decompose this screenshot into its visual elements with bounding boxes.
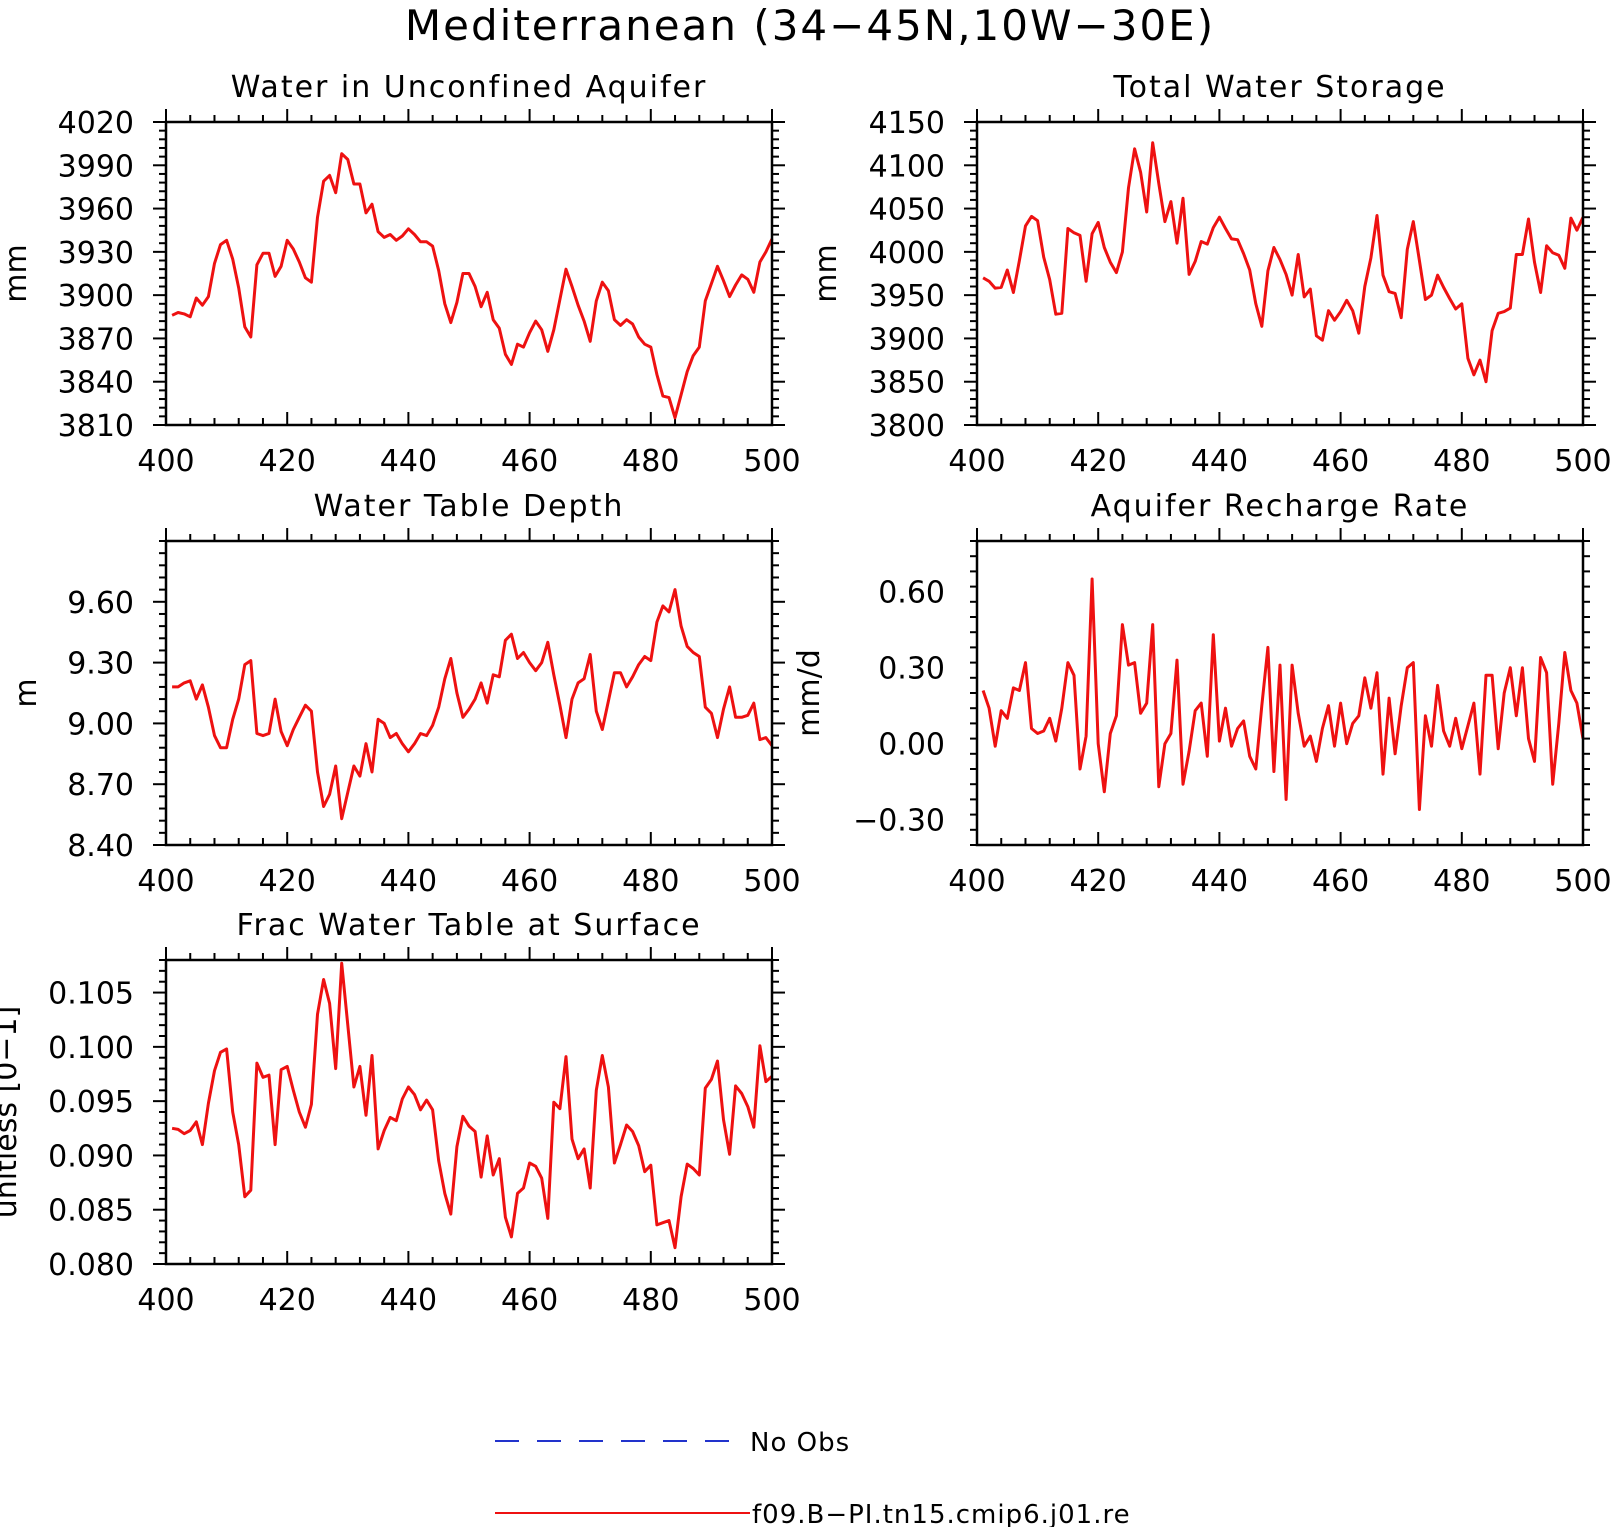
series-line <box>982 141 1585 384</box>
y-axis-label: unitless [0−1] <box>0 1006 24 1218</box>
x-tick-label: 480 <box>622 444 679 479</box>
y-axis-label: mm <box>809 244 844 302</box>
panel-title: Frac Water Table at Surface <box>236 908 701 943</box>
x-tick-label: 420 <box>259 864 316 899</box>
x-tick-label: 400 <box>948 864 1005 899</box>
x-tick-label: 500 <box>1554 444 1611 479</box>
x-tick-label: 400 <box>948 444 1005 479</box>
y-tick-label: 4050 <box>869 193 945 228</box>
y-tick-label: 0.105 <box>48 977 134 1012</box>
x-tick-label: 440 <box>380 1283 437 1318</box>
legend-label-model-run: f09.B−PI.tn15.cmip6.j01.re <box>752 1500 1131 1527</box>
panel-title: Water in Unconfined Aquifer <box>231 70 708 105</box>
y-tick-label: 4100 <box>869 149 945 184</box>
series-line <box>171 152 774 420</box>
x-tick-label: 440 <box>380 444 437 479</box>
y-tick-label: 0.085 <box>48 1194 134 1229</box>
x-tick-label: 420 <box>259 1283 316 1318</box>
x-tick-label: 420 <box>1070 444 1127 479</box>
plot-frame <box>975 539 1585 847</box>
y-tick-label: 3870 <box>58 322 134 357</box>
legend-label-no-obs: No Obs <box>750 1428 850 1458</box>
panel-total-water-storage: Total Water Storage mm 400 420 440 460 480 50… <box>809 70 1612 479</box>
y-tick-label: 3810 <box>58 409 134 444</box>
y-tick-label: 3800 <box>869 409 945 444</box>
x-tick-label: 480 <box>622 864 679 899</box>
x-tick-label: 480 <box>622 1283 679 1318</box>
y-tick-label: 3900 <box>58 279 134 314</box>
plot-frame <box>164 539 774 847</box>
y-tick-label: 3990 <box>58 149 134 184</box>
series-line <box>981 577 1585 811</box>
y-tick-label: 3930 <box>58 236 134 271</box>
y-tick-label: −0.30 <box>853 804 945 839</box>
series-line <box>171 961 773 1250</box>
panel-water-in-unconfined-aquifer: Water in Unconfined Aquifer mm 400 420 440… <box>0 70 801 479</box>
panel-title: Total Water Storage <box>1112 70 1446 105</box>
y-tick-label: 9.60 <box>67 586 134 621</box>
x-tick-label: 400 <box>137 444 194 479</box>
x-tick-label: 500 <box>743 1283 800 1318</box>
y-axis-label: mm/d <box>792 649 827 737</box>
y-tick-label: 0.080 <box>48 1248 134 1283</box>
y-tick-label: 9.30 <box>67 647 134 682</box>
y-tick-label: 3850 <box>869 366 945 401</box>
y-tick-label: 3840 <box>58 366 134 401</box>
x-tick-label: 440 <box>1191 864 1248 899</box>
y-tick-label: 9.00 <box>67 707 134 742</box>
panel-title: Aquifer Recharge Rate <box>1091 489 1470 524</box>
x-tick-label: 440 <box>380 864 437 899</box>
x-tick-label: 420 <box>259 444 316 479</box>
series-line <box>172 588 774 821</box>
y-axis-label: m <box>9 678 44 707</box>
y-tick-label: 3960 <box>58 193 134 228</box>
y-axis-label: mm <box>0 244 34 302</box>
x-tick-label: 400 <box>137 1283 194 1318</box>
x-tick-label: 480 <box>1433 864 1490 899</box>
panel-aquifer-recharge-rate: Aquifer Recharge Rate mm/d 400 420 440 460 4… <box>792 489 1612 899</box>
legend: No Obs f09.B−PI.tn15.cmip6.j01.re <box>495 1428 1131 1527</box>
y-tick-label: 4000 <box>869 236 945 271</box>
panel-water-table-depth: Water Table Depth m 400 420 440 460 480 500 8.… <box>9 489 801 899</box>
y-tick-label: 8.70 <box>67 768 134 803</box>
y-tick-label: 0.090 <box>48 1139 134 1174</box>
plot-frame <box>975 120 1585 427</box>
figure-title: Mediterranean (34−45N,10W−30E) <box>405 1 1215 50</box>
x-tick-label: 400 <box>137 864 194 899</box>
x-tick-label: 460 <box>501 1283 558 1318</box>
x-tick-label: 420 <box>1070 864 1127 899</box>
y-tick-label: 8.40 <box>67 829 134 864</box>
x-tick-label: 460 <box>501 864 558 899</box>
y-tick-label: 0.100 <box>48 1031 134 1066</box>
y-tick-label: 0.095 <box>48 1085 134 1120</box>
panel-title: Water Table Depth <box>314 489 625 524</box>
x-tick-label: 500 <box>743 864 800 899</box>
plot-frame <box>164 120 774 427</box>
y-tick-label: 3950 <box>869 279 945 314</box>
y-tick-label: 3900 <box>869 322 945 357</box>
y-tick-label: 0.00 <box>878 728 945 763</box>
x-tick-label: 500 <box>743 444 800 479</box>
y-tick-label: 4150 <box>869 106 945 141</box>
x-tick-label: 460 <box>1312 444 1369 479</box>
x-tick-label: 480 <box>1433 444 1490 479</box>
y-tick-label: 0.30 <box>878 652 945 687</box>
x-tick-label: 460 <box>501 444 558 479</box>
plot-frame <box>164 958 774 1266</box>
y-tick-label: 0.60 <box>878 576 945 611</box>
panel-frac-water-table-at-surface: Frac Water Table at Surface unitless [0−… <box>0 908 801 1318</box>
y-tick-label: 4020 <box>58 106 134 141</box>
x-tick-label: 440 <box>1191 444 1248 479</box>
x-tick-label: 460 <box>1312 864 1369 899</box>
x-tick-label: 500 <box>1554 864 1611 899</box>
